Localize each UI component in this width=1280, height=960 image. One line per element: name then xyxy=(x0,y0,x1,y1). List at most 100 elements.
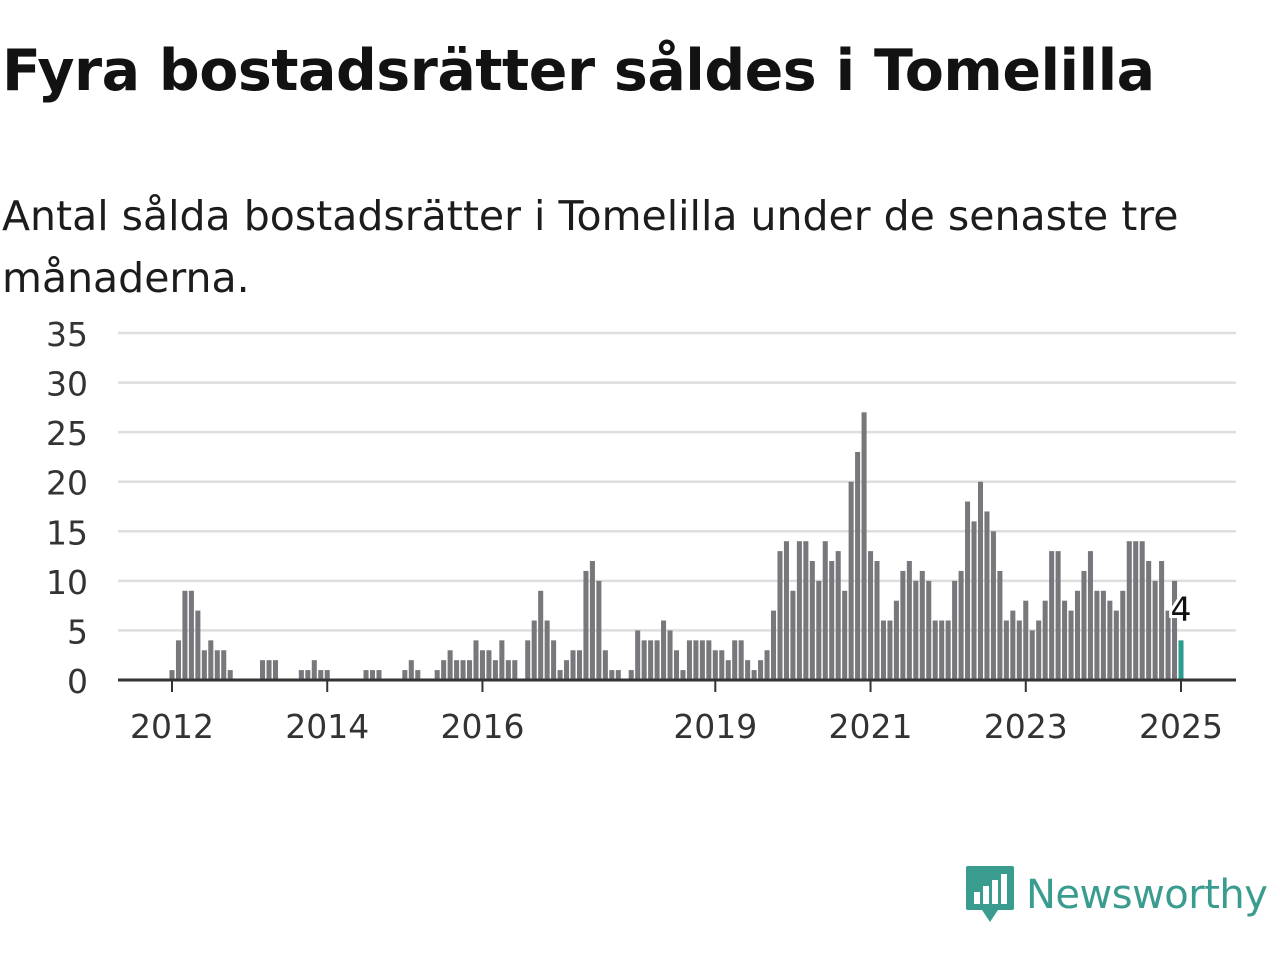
data-labels: 44 xyxy=(1168,586,1195,631)
bar xyxy=(583,570,589,680)
brand-name: Newsworthy xyxy=(1026,872,1268,918)
bar xyxy=(1100,590,1106,680)
bar xyxy=(324,670,330,680)
x-tick-label: 2012 xyxy=(130,707,214,746)
bar xyxy=(505,660,511,680)
bar xyxy=(369,670,376,680)
bar xyxy=(887,620,893,680)
bar xyxy=(880,620,886,680)
chart-subtitle: Antal sålda bostadsrätter i Tomelilla un… xyxy=(2,192,1179,302)
bar xyxy=(311,660,317,680)
bar xyxy=(492,660,498,680)
bar xyxy=(441,660,447,680)
x-tick-label: 2025 xyxy=(1139,707,1223,746)
bar xyxy=(745,660,751,680)
bar xyxy=(855,451,861,680)
bar xyxy=(848,481,854,680)
bar xyxy=(415,670,421,680)
x-tick-label: 2014 xyxy=(285,707,369,746)
bar xyxy=(965,501,971,680)
gridlines xyxy=(118,331,1236,632)
bar xyxy=(434,670,440,680)
bar xyxy=(499,640,505,680)
data-label: 4 xyxy=(1171,589,1192,628)
bar xyxy=(712,650,718,680)
bar xyxy=(906,561,912,680)
bar xyxy=(557,670,563,680)
bar xyxy=(214,650,220,680)
bar xyxy=(473,640,479,680)
bar xyxy=(764,650,770,680)
bar xyxy=(512,660,518,680)
bar xyxy=(609,670,615,680)
bar xyxy=(169,670,175,680)
bar xyxy=(201,650,207,680)
bar xyxy=(654,640,660,680)
bar xyxy=(1113,610,1119,680)
bar xyxy=(1068,610,1074,680)
bar xyxy=(751,670,757,680)
bar xyxy=(1023,600,1029,680)
bar xyxy=(842,590,848,680)
bar xyxy=(208,640,214,680)
y-tick-label: 5 xyxy=(67,612,88,651)
bar xyxy=(589,561,595,680)
bar xyxy=(1062,600,1068,680)
bar xyxy=(266,660,272,680)
x-tick-label: 2021 xyxy=(829,707,913,746)
y-tick-label: 25 xyxy=(46,414,88,453)
y-axis-ticks: 0 5 10 15 20 25 30 35 xyxy=(46,315,88,701)
bar xyxy=(1094,590,1100,680)
bar xyxy=(402,670,408,680)
bar xyxy=(188,590,194,680)
bar xyxy=(538,590,544,680)
bar xyxy=(298,670,304,680)
bar xyxy=(725,660,731,680)
bar xyxy=(919,570,925,680)
bar xyxy=(1055,551,1061,680)
bar xyxy=(783,541,789,680)
bar xyxy=(952,580,958,680)
bar xyxy=(596,580,602,680)
bar xyxy=(1010,610,1016,680)
newsworthy-logo[interactable]: Newsworthy xyxy=(964,864,1268,926)
bar xyxy=(990,531,996,680)
bar xyxy=(615,670,621,680)
bar xyxy=(551,640,557,680)
bar xyxy=(1042,600,1048,680)
bar xyxy=(1016,620,1022,680)
bar xyxy=(816,580,822,680)
bar xyxy=(564,660,570,680)
x-axis-ticks: 2012 2014 2016 2019 2021 2023 2025 xyxy=(130,680,1223,746)
y-tick-label: 30 xyxy=(46,365,88,404)
bar xyxy=(1139,541,1145,680)
bar xyxy=(1074,590,1081,680)
y-tick-label: 10 xyxy=(46,563,88,602)
bar xyxy=(1003,620,1009,680)
bar xyxy=(1107,600,1113,680)
bar xyxy=(809,561,815,680)
bar xyxy=(1049,551,1055,680)
bar xyxy=(777,551,783,680)
bar xyxy=(628,670,634,680)
bar xyxy=(531,620,537,680)
y-tick-label: 35 xyxy=(46,315,88,354)
bar xyxy=(525,640,531,680)
bar xyxy=(175,640,181,680)
bar xyxy=(758,660,764,680)
newsworthy-logo-icon xyxy=(966,866,1014,922)
bar xyxy=(1159,561,1165,680)
x-tick-label: 2019 xyxy=(673,707,757,746)
bar xyxy=(829,561,835,680)
bar xyxy=(673,650,680,680)
bar xyxy=(706,640,712,680)
bar xyxy=(260,660,266,680)
bar xyxy=(454,660,460,680)
bar xyxy=(486,650,492,680)
highlighted-bar xyxy=(1178,640,1184,680)
bar xyxy=(913,580,919,680)
y-tick-label: 20 xyxy=(46,464,88,503)
bar xyxy=(945,620,951,680)
bar xyxy=(803,541,809,680)
